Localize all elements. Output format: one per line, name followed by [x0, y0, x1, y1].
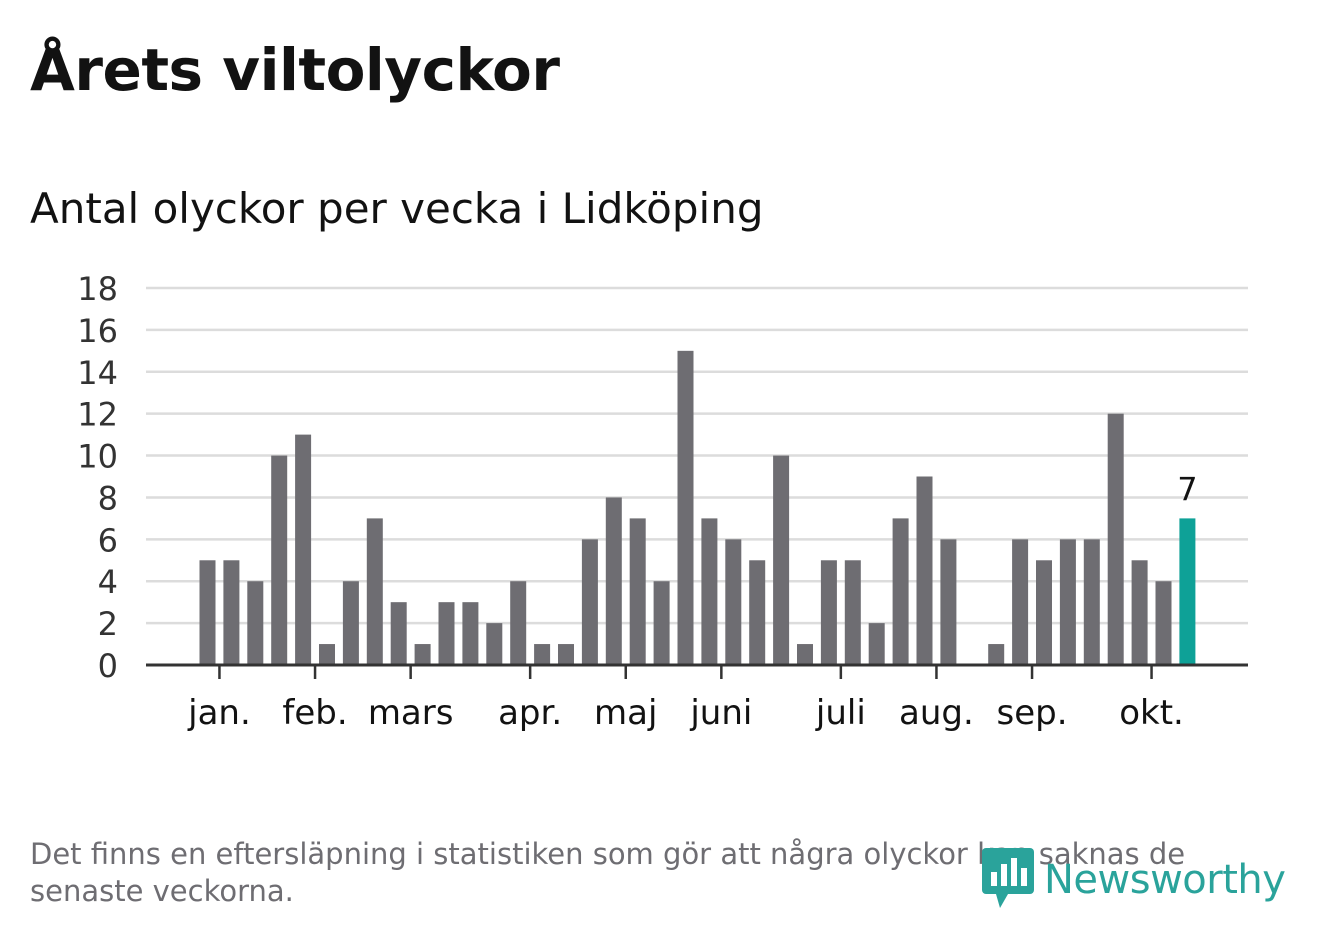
- bar: [247, 581, 264, 665]
- x-tick-label: apr.: [498, 693, 562, 733]
- y-tick-label: 12: [77, 396, 118, 434]
- chart-title: Årets viltolyckor: [30, 36, 560, 104]
- bar: [558, 644, 574, 665]
- bar: [462, 602, 479, 665]
- x-tick-label: sep.: [997, 693, 1068, 733]
- x-tick-label: juni: [689, 693, 752, 733]
- bar: [295, 434, 312, 665]
- y-tick-label: 10: [77, 438, 118, 476]
- bar: [605, 497, 622, 665]
- y-tick-label: 2: [98, 605, 118, 643]
- y-tick-label: 16: [77, 312, 118, 350]
- brand-logo: Newsworthy: [982, 848, 1286, 912]
- y-tick-label: 14: [77, 354, 118, 392]
- highlight-bar: [1179, 518, 1196, 665]
- x-tick-label: juli: [815, 693, 866, 733]
- bar: [797, 644, 813, 665]
- x-tick-label: jan.: [187, 693, 251, 733]
- bar: [653, 581, 670, 665]
- bar: [271, 455, 288, 665]
- data-label: 7: [1177, 470, 1197, 508]
- bar: [390, 602, 407, 665]
- bar: [701, 518, 718, 665]
- bar: [342, 581, 359, 665]
- bar: [1036, 560, 1052, 665]
- newsworthy-logo-icon: [982, 848, 1034, 908]
- x-tick-label: maj: [594, 693, 657, 733]
- y-tick-label: 8: [98, 479, 118, 517]
- bar: [366, 518, 383, 665]
- y-tick-label: 4: [98, 563, 118, 601]
- y-tick-label: 18: [77, 270, 118, 308]
- bar: [1131, 560, 1148, 665]
- bar: [868, 623, 885, 665]
- bar: [534, 644, 551, 665]
- x-tick-label: aug.: [899, 693, 974, 733]
- bar-chart: 0 2 4 6 810 12 14 16 18 7 jan. feb. mars apr. maj juni j…: [77, 270, 1248, 733]
- x-tick-label: okt.: [1119, 693, 1184, 733]
- bar: [940, 539, 957, 665]
- chart-subtitle: Antal olyckor per vecka i Lidköping: [30, 184, 764, 233]
- bar: [486, 623, 503, 665]
- bar: [892, 518, 909, 665]
- bar: [438, 602, 455, 665]
- bar: [749, 560, 766, 665]
- bar: [844, 560, 861, 665]
- y-tick-label: 0: [98, 647, 118, 685]
- bar: [725, 539, 742, 665]
- bar: [199, 560, 216, 665]
- bar: [773, 455, 790, 665]
- bar: [1083, 539, 1100, 665]
- bar: [1155, 581, 1172, 665]
- bar: [414, 644, 431, 665]
- y-tick-label: 6: [98, 521, 118, 559]
- bar: [1012, 539, 1029, 665]
- bar: [916, 476, 933, 665]
- bar: [319, 644, 335, 665]
- bar: [581, 539, 598, 665]
- x-tick-label: mars: [368, 693, 454, 733]
- bar: [988, 644, 1005, 665]
- bar: [510, 581, 527, 665]
- bar: [629, 518, 646, 665]
- bar: [1107, 413, 1124, 665]
- x-tick-label: feb.: [282, 693, 347, 733]
- bar: [223, 560, 240, 665]
- bar: [820, 560, 837, 665]
- brand-name: Newsworthy: [1044, 857, 1286, 903]
- bar: [677, 350, 694, 665]
- bar: [1059, 539, 1076, 665]
